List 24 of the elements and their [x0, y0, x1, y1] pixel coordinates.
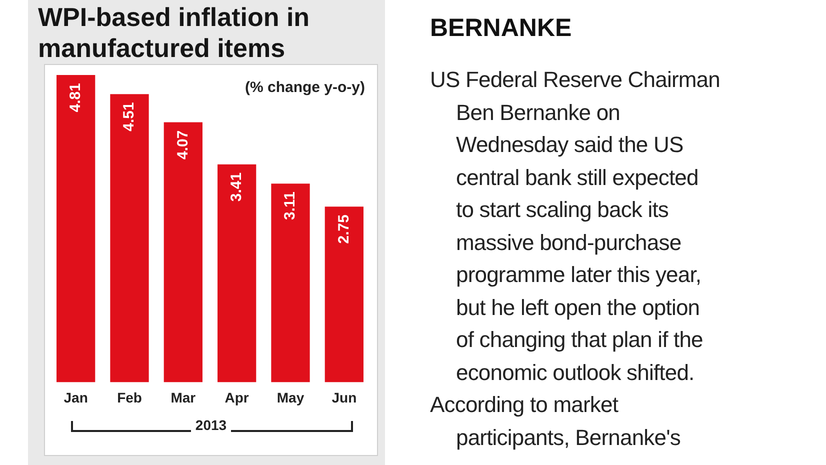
data-label: 3.11 — [282, 192, 299, 220]
text: BERNANKE — [430, 14, 572, 43]
bar — [218, 164, 256, 382]
chart-subtitle: (% change y-o-y) — [244, 79, 365, 96]
data-label: 4.07 — [174, 130, 192, 160]
bar — [271, 184, 310, 382]
bar — [324, 206, 364, 382]
text: US Federal Reserve Chairman Ben Bernanke on Wednesday said the US central bank still expected to start scaling back its massive bond-purchase programme later this year, but he left open the option of changing that plan if the economic outlook shifted. — [430, 67, 720, 384]
bar — [164, 122, 202, 382]
chart-title: WPI-based inflation in manufactured items — [38, 2, 311, 64]
x-tick-label: May — [276, 389, 304, 406]
x-tick-label: Apr — [224, 389, 250, 406]
text: According to market participants, Bernanke's — [430, 391, 682, 452]
data-label: 2.75 — [335, 214, 352, 244]
x-tick-label: Jun — [332, 389, 357, 406]
data-label: 4.81 — [66, 83, 84, 112]
x-tick-label: Mar — [170, 389, 196, 406]
data-label: 4.51 — [120, 102, 138, 132]
bar — [56, 75, 96, 382]
text: 2013 — [191, 417, 231, 433]
x-tick-label: Feb — [117, 389, 142, 406]
bar — [110, 94, 149, 382]
data-label: 3.41 — [228, 172, 245, 202]
x-tick-label: Jan — [64, 389, 88, 406]
